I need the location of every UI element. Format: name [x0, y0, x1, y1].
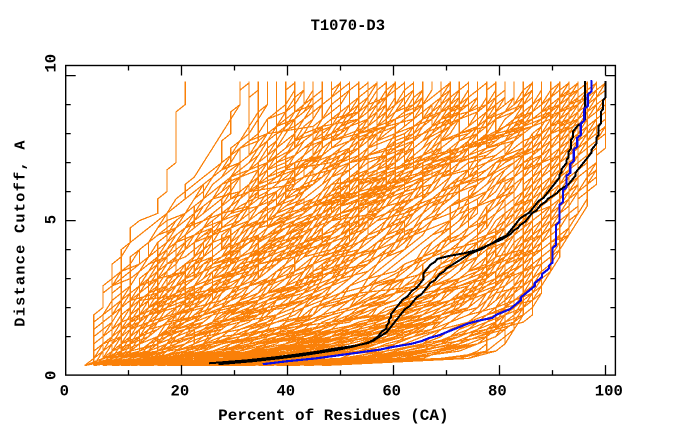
svg-text:80: 80 — [488, 382, 507, 400]
svg-text:100: 100 — [595, 382, 623, 400]
svg-text:60: 60 — [382, 382, 401, 400]
svg-text:0: 0 — [60, 382, 69, 400]
svg-text:Distance Cutoff, A: Distance Cutoff, A — [12, 139, 30, 326]
svg-text:20: 20 — [171, 382, 190, 400]
svg-text:10: 10 — [43, 54, 61, 73]
svg-text:T1070-D3: T1070-D3 — [311, 17, 385, 35]
svg-text:Percent of Residues (CA): Percent of Residues (CA) — [218, 407, 448, 425]
svg-text:0: 0 — [43, 371, 61, 380]
svg-text:5: 5 — [43, 215, 61, 224]
svg-text:40: 40 — [276, 382, 295, 400]
